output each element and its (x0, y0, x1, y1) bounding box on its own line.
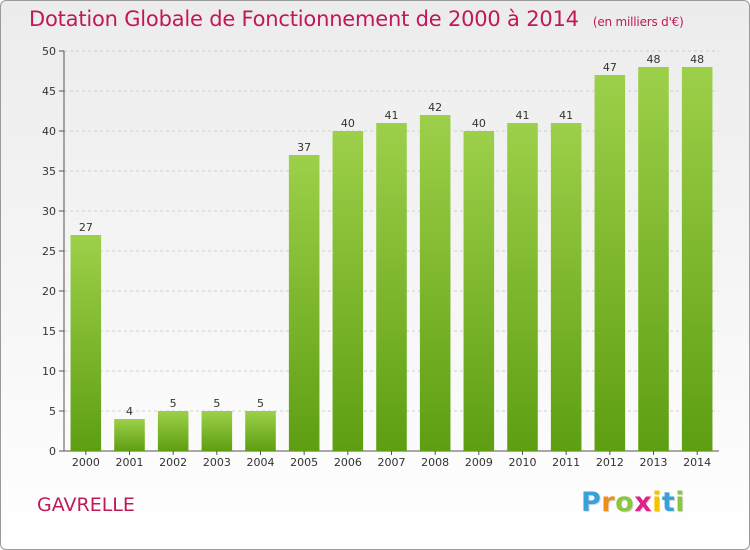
chart-unit-note: (en milliers d'€) (592, 15, 684, 29)
chart-title: Dotation Globale de Fonctionnement de 20… (29, 7, 684, 31)
x-tick-label: 2008 (421, 456, 449, 469)
bar-2004 (245, 411, 276, 451)
value-label: 42 (428, 101, 442, 114)
value-label: 47 (603, 61, 617, 74)
x-tick-label: 2007 (378, 456, 406, 469)
value-label: 41 (559, 109, 573, 122)
logo-letter: o (615, 487, 635, 518)
x-tick-label: 2001 (116, 456, 144, 469)
value-label: 40 (472, 117, 486, 130)
logo-letter: r (601, 487, 616, 518)
y-tick-label: 50 (42, 45, 56, 58)
value-labels: 27 4 5 5 5 37 40 41 42 40 41 41 47 48 48 (79, 53, 704, 418)
logo-letter: i (675, 487, 686, 518)
y-tick-label: 20 (42, 285, 56, 298)
bar-2003 (201, 411, 233, 451)
y-tick-label: 10 (42, 365, 56, 378)
commune-name: GAVRELLE (37, 494, 135, 516)
x-tick-label: 2000 (72, 456, 100, 469)
value-label: 4 (126, 405, 133, 418)
x-tick-label: 2012 (596, 456, 624, 469)
bar-2014 (681, 67, 713, 451)
x-tick-label: 2010 (509, 456, 537, 469)
bar-2009 (463, 131, 495, 451)
value-label: 5 (213, 397, 220, 410)
logo-letter: P (581, 487, 602, 518)
x-tick-label: 2003 (203, 456, 231, 469)
y-tick-label: 15 (42, 325, 56, 338)
y-tick-label: 25 (42, 245, 56, 258)
x-tick-label: 2013 (640, 456, 668, 469)
value-label: 5 (170, 397, 177, 410)
x-tick-label: 2006 (334, 456, 362, 469)
chart-title-text: Dotation Globale de Fonctionnement de 20… (29, 7, 579, 31)
y-tick-label: 40 (42, 125, 56, 138)
x-tick-label: 2009 (465, 456, 493, 469)
bar-2013 (638, 67, 669, 451)
value-label: 27 (79, 221, 93, 234)
x-tick-label: 2005 (290, 456, 318, 469)
y-tick-label: 35 (42, 165, 56, 178)
value-label: 40 (341, 117, 355, 130)
bar-2007 (376, 123, 407, 451)
bar-2002 (157, 411, 189, 451)
bars (70, 67, 713, 451)
bar-2001 (114, 419, 145, 451)
y-tick-label: 30 (42, 205, 56, 218)
value-label: 41 (516, 109, 530, 122)
bar-2012 (594, 75, 626, 451)
y-tick-label: 5 (49, 405, 56, 418)
bar-2010 (507, 123, 538, 451)
proxiti-logo: Proxiti (581, 487, 685, 518)
value-label: 37 (297, 141, 311, 154)
value-label: 48 (690, 53, 704, 66)
logo-letter: t (661, 487, 676, 518)
value-label: 48 (647, 53, 661, 66)
logo-letter: x (634, 487, 653, 518)
value-label: 41 (385, 109, 399, 122)
x-tick-label: 2002 (159, 456, 187, 469)
bar-2005 (288, 155, 320, 451)
x-tick-label: 2011 (552, 456, 580, 469)
x-tick-label: 2004 (247, 456, 275, 469)
bar-2008 (419, 115, 451, 451)
bar-2006 (332, 131, 364, 451)
y-tick-label: 45 (42, 85, 56, 98)
bar-2011 (550, 123, 582, 451)
x-tick-label: 2014 (683, 456, 711, 469)
bar-2000 (70, 235, 102, 451)
value-label: 5 (257, 397, 264, 410)
y-tick-label: 0 (49, 445, 56, 458)
logo-letter: i (652, 487, 662, 518)
